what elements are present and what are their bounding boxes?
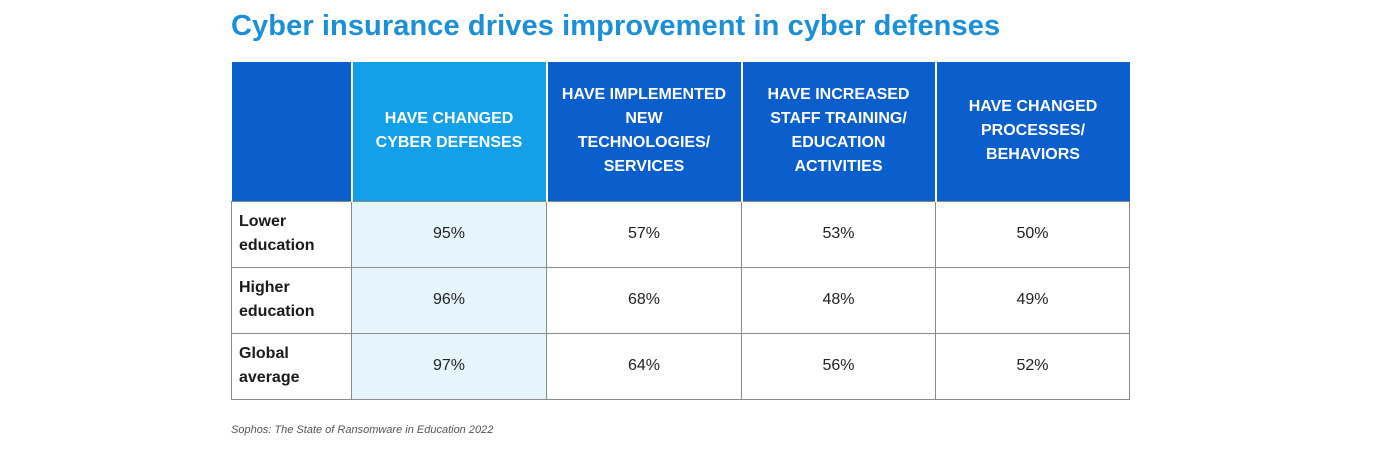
header-corner [231, 62, 352, 201]
header-changed-cyber-defenses: HAVE CHANGED CYBER DEFENSES [350, 62, 547, 201]
table-cell: 64% [546, 332, 742, 400]
table-cell: 57% [546, 200, 742, 268]
row-label: Global average [231, 332, 352, 400]
table-row: Lower education 95% 57% 53% 50% [231, 200, 1130, 268]
table-cell: 56% [741, 332, 936, 400]
table-cell: 50% [935, 200, 1130, 268]
source-note: Sophos: The State of Ransomware in Educa… [231, 424, 494, 436]
table-cell: 97% [351, 332, 547, 400]
table-cell: 96% [351, 266, 547, 334]
chart-title: Cyber insurance drives improvement in cy… [231, 10, 1001, 42]
header-changed-processes: HAVE CHANGED PROCESSES/ BEHAVIORS [934, 62, 1130, 201]
header-row: HAVE CHANGED CYBER DEFENSES HAVE IMPLEME… [231, 62, 1130, 201]
row-label: Higher education [231, 266, 352, 334]
data-table: HAVE CHANGED CYBER DEFENSES HAVE IMPLEME… [231, 62, 1130, 400]
table-cell: 48% [741, 266, 936, 334]
table-cell: 53% [741, 200, 936, 268]
table-cell: 52% [935, 332, 1130, 400]
row-label: Lower education [231, 200, 352, 268]
table-row: Higher education 96% 68% 48% 49% [231, 266, 1130, 334]
header-increased-staff-training: HAVE INCREASED STAFF TRAINING/ EDUCATION… [740, 62, 936, 201]
header-implemented-new-technologies: HAVE IMPLEMENTED NEW TECHNOLOGIES/ SERVI… [545, 62, 742, 201]
table-row: Global average 97% 64% 56% 52% [231, 332, 1130, 400]
table-cell: 68% [546, 266, 742, 334]
table-cell: 49% [935, 266, 1130, 334]
table-cell: 95% [351, 200, 547, 268]
